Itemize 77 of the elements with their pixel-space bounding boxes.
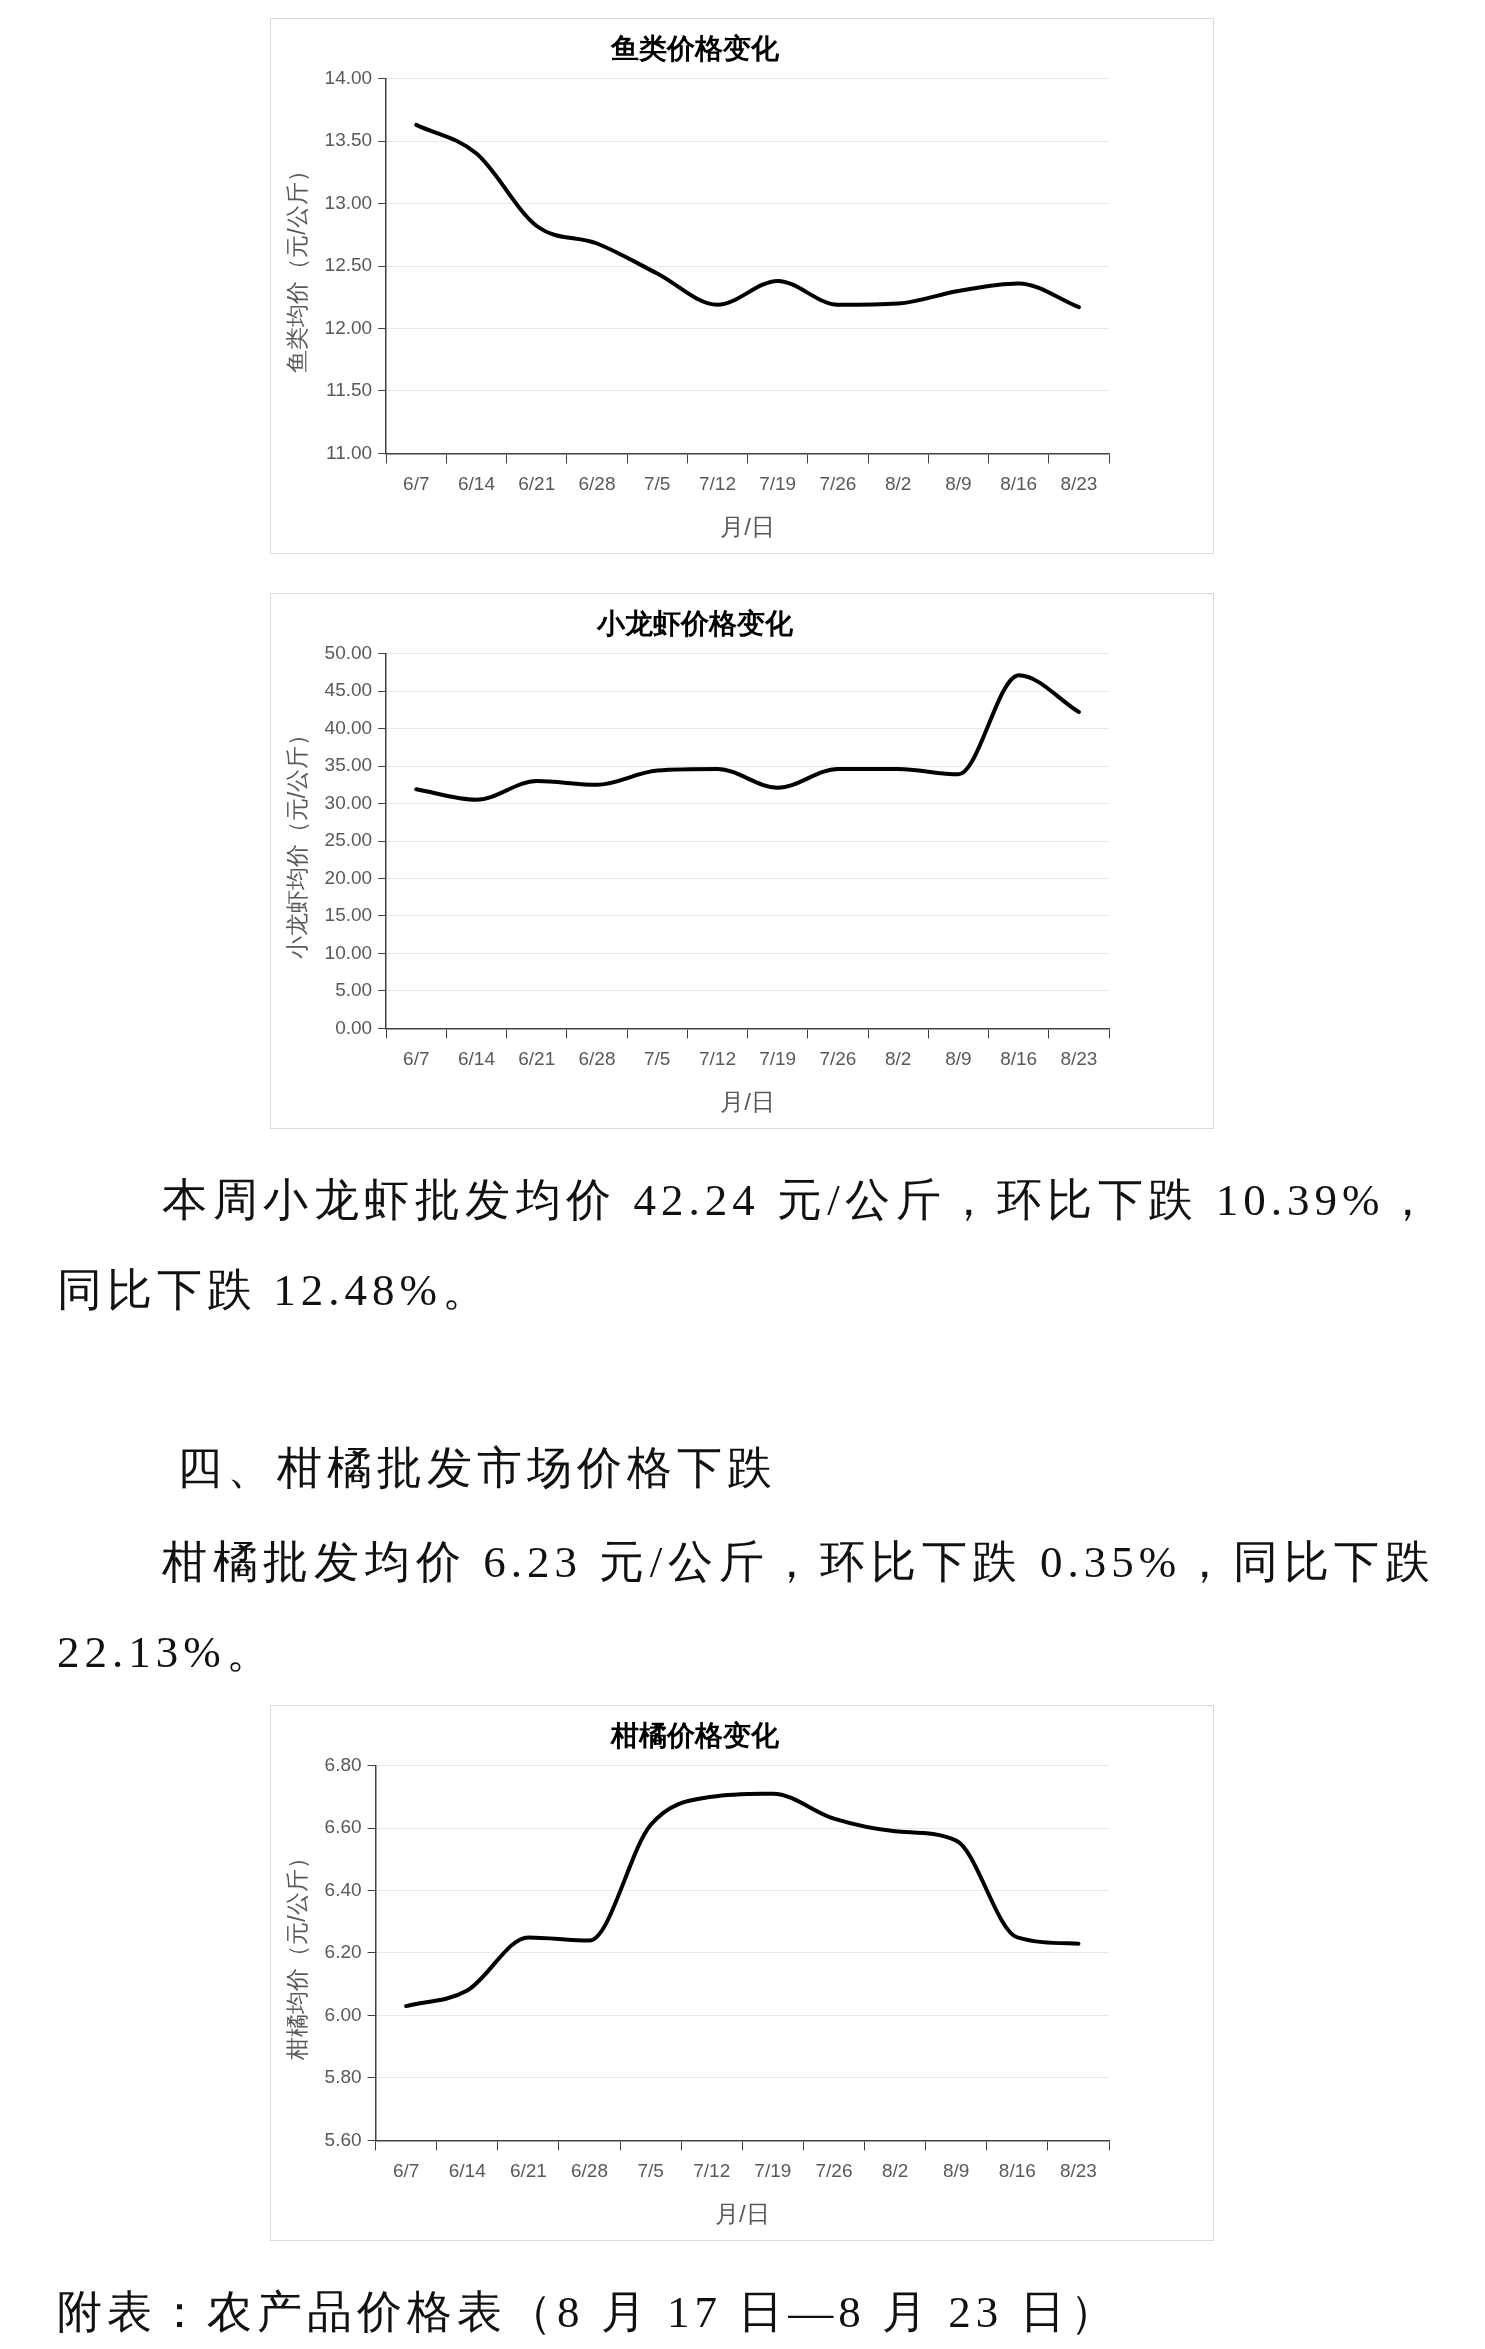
y-tick-label: 14.00 [324, 66, 373, 88]
x-tick-label: 7/26 [819, 473, 857, 495]
y-tick-label: 25.00 [324, 829, 373, 851]
y-tick-label: 6.00 [324, 2003, 362, 2025]
x-tick-label: 6/28 [571, 2160, 608, 2182]
x-tick-label: 6/21 [518, 1048, 556, 1070]
y-tick-label: 5.80 [324, 2066, 362, 2088]
chart-title: 鱼类价格变化 [610, 32, 780, 64]
y-tick-label: 6.80 [324, 1753, 362, 1775]
x-tick-label: 7/12 [693, 2160, 731, 2182]
x-tick-label: 6/28 [578, 473, 616, 495]
x-tick-label: 8/9 [942, 2160, 970, 2182]
x-tick-label: 6/14 [458, 1048, 496, 1070]
x-tick-label: 6/7 [403, 1048, 430, 1070]
y-tick-label: 6.60 [324, 1816, 362, 1838]
chart-title: 柑橘价格变化 [610, 1719, 780, 1751]
x-tick-label: 6/14 [458, 473, 496, 495]
y-tick-label: 0.00 [335, 1016, 373, 1038]
x-tick-label: 8/9 [945, 1048, 972, 1070]
y-axis-title: 小龙虾均价（元/公斤） [284, 722, 311, 960]
y-tick-label: 11.50 [326, 379, 373, 401]
y-tick-label: 13.50 [324, 129, 373, 151]
y-axis-title: 鱼类均价（元/公斤） [284, 159, 311, 373]
x-tick-label: 8/2 [881, 2160, 909, 2182]
x-axis-title: 月/日 [720, 513, 775, 541]
y-tick-label: 12.50 [324, 254, 373, 276]
x-tick-label: 7/12 [698, 1048, 736, 1070]
y-tick-label: 13.00 [324, 191, 373, 213]
y-tick-label: 10.00 [324, 941, 373, 963]
x-tick-label: 7/19 [759, 1048, 797, 1070]
x-tick-label: 6/7 [392, 2160, 420, 2182]
x-tick-label: 8/2 [884, 473, 912, 495]
x-tick-label: 7/26 [819, 1048, 857, 1070]
y-tick-label: 11.00 [326, 441, 373, 463]
y-axis-title: 柑橘均价（元/公斤） [284, 1846, 311, 2061]
line-series [414, 122, 1081, 310]
x-axis-title: 月/日 [714, 2200, 770, 2228]
x-tick-label: 8/23 [1059, 2160, 1097, 2182]
y-tick-label: 35.00 [324, 754, 373, 776]
text: 柑橘批发均价 6.23 元/公斤，环比下跌 0.35%，同比下跌 22.13%。 [57, 1536, 1435, 1679]
y-tick-label: 40.00 [324, 716, 373, 738]
y-tick-label: 15.00 [324, 904, 373, 926]
x-tick-label: 6/14 [448, 2160, 487, 2182]
y-tick-label: 12.00 [324, 316, 373, 338]
x-tick-label: 8/23 [1060, 473, 1098, 495]
y-tick-label: 50.00 [324, 641, 373, 663]
x-tick-label: 7/19 [759, 473, 797, 495]
x-tick-label: 7/26 [815, 2160, 853, 2182]
text: 附表：农产品价格表（8 月 17 日—8 月 23 日） [57, 2286, 1121, 2339]
x-tick-label: 8/23 [1060, 1048, 1098, 1070]
y-tick-label: 6.40 [324, 1878, 362, 1900]
x-tick-label: 8/16 [1000, 1048, 1038, 1070]
x-tick-label: 8/9 [945, 473, 972, 495]
y-tick-label: 20.00 [324, 866, 373, 888]
x-tick-label: 7/5 [644, 1048, 671, 1070]
y-tick-label: 5.60 [324, 2128, 362, 2150]
x-tick-label: 6/28 [578, 1048, 616, 1070]
y-tick-label: 45.00 [324, 679, 373, 701]
text: 本周小龙虾批发均价 42.24 元/公斤，环比下跌 10.39%，同比下跌 12.48%。 [57, 1174, 1435, 1317]
x-tick-label: 7/5 [644, 473, 671, 495]
x-tick-label: 8/16 [1000, 473, 1038, 495]
y-tick-label: 5.00 [335, 979, 373, 1001]
text: 四、柑橘批发市场价格下跌 [176, 1442, 778, 1495]
line-series [404, 1791, 1081, 2009]
chart-title: 小龙虾价格变化 [596, 607, 794, 639]
x-tick-label: 6/21 [509, 2160, 547, 2182]
x-tick-label: 7/12 [698, 473, 736, 495]
x-tick-label: 8/16 [998, 2160, 1036, 2182]
x-tick-label: 6/21 [518, 473, 556, 495]
x-tick-label: 7/5 [637, 2160, 664, 2182]
line-series [414, 673, 1081, 802]
x-tick-label: 7/19 [754, 2160, 792, 2182]
x-tick-label: 6/7 [403, 473, 430, 495]
x-tick-label: 8/2 [884, 1048, 912, 1070]
x-axis-title: 月/日 [720, 1088, 775, 1116]
y-tick-label: 6.20 [324, 1941, 362, 1963]
y-tick-label: 30.00 [324, 791, 373, 813]
